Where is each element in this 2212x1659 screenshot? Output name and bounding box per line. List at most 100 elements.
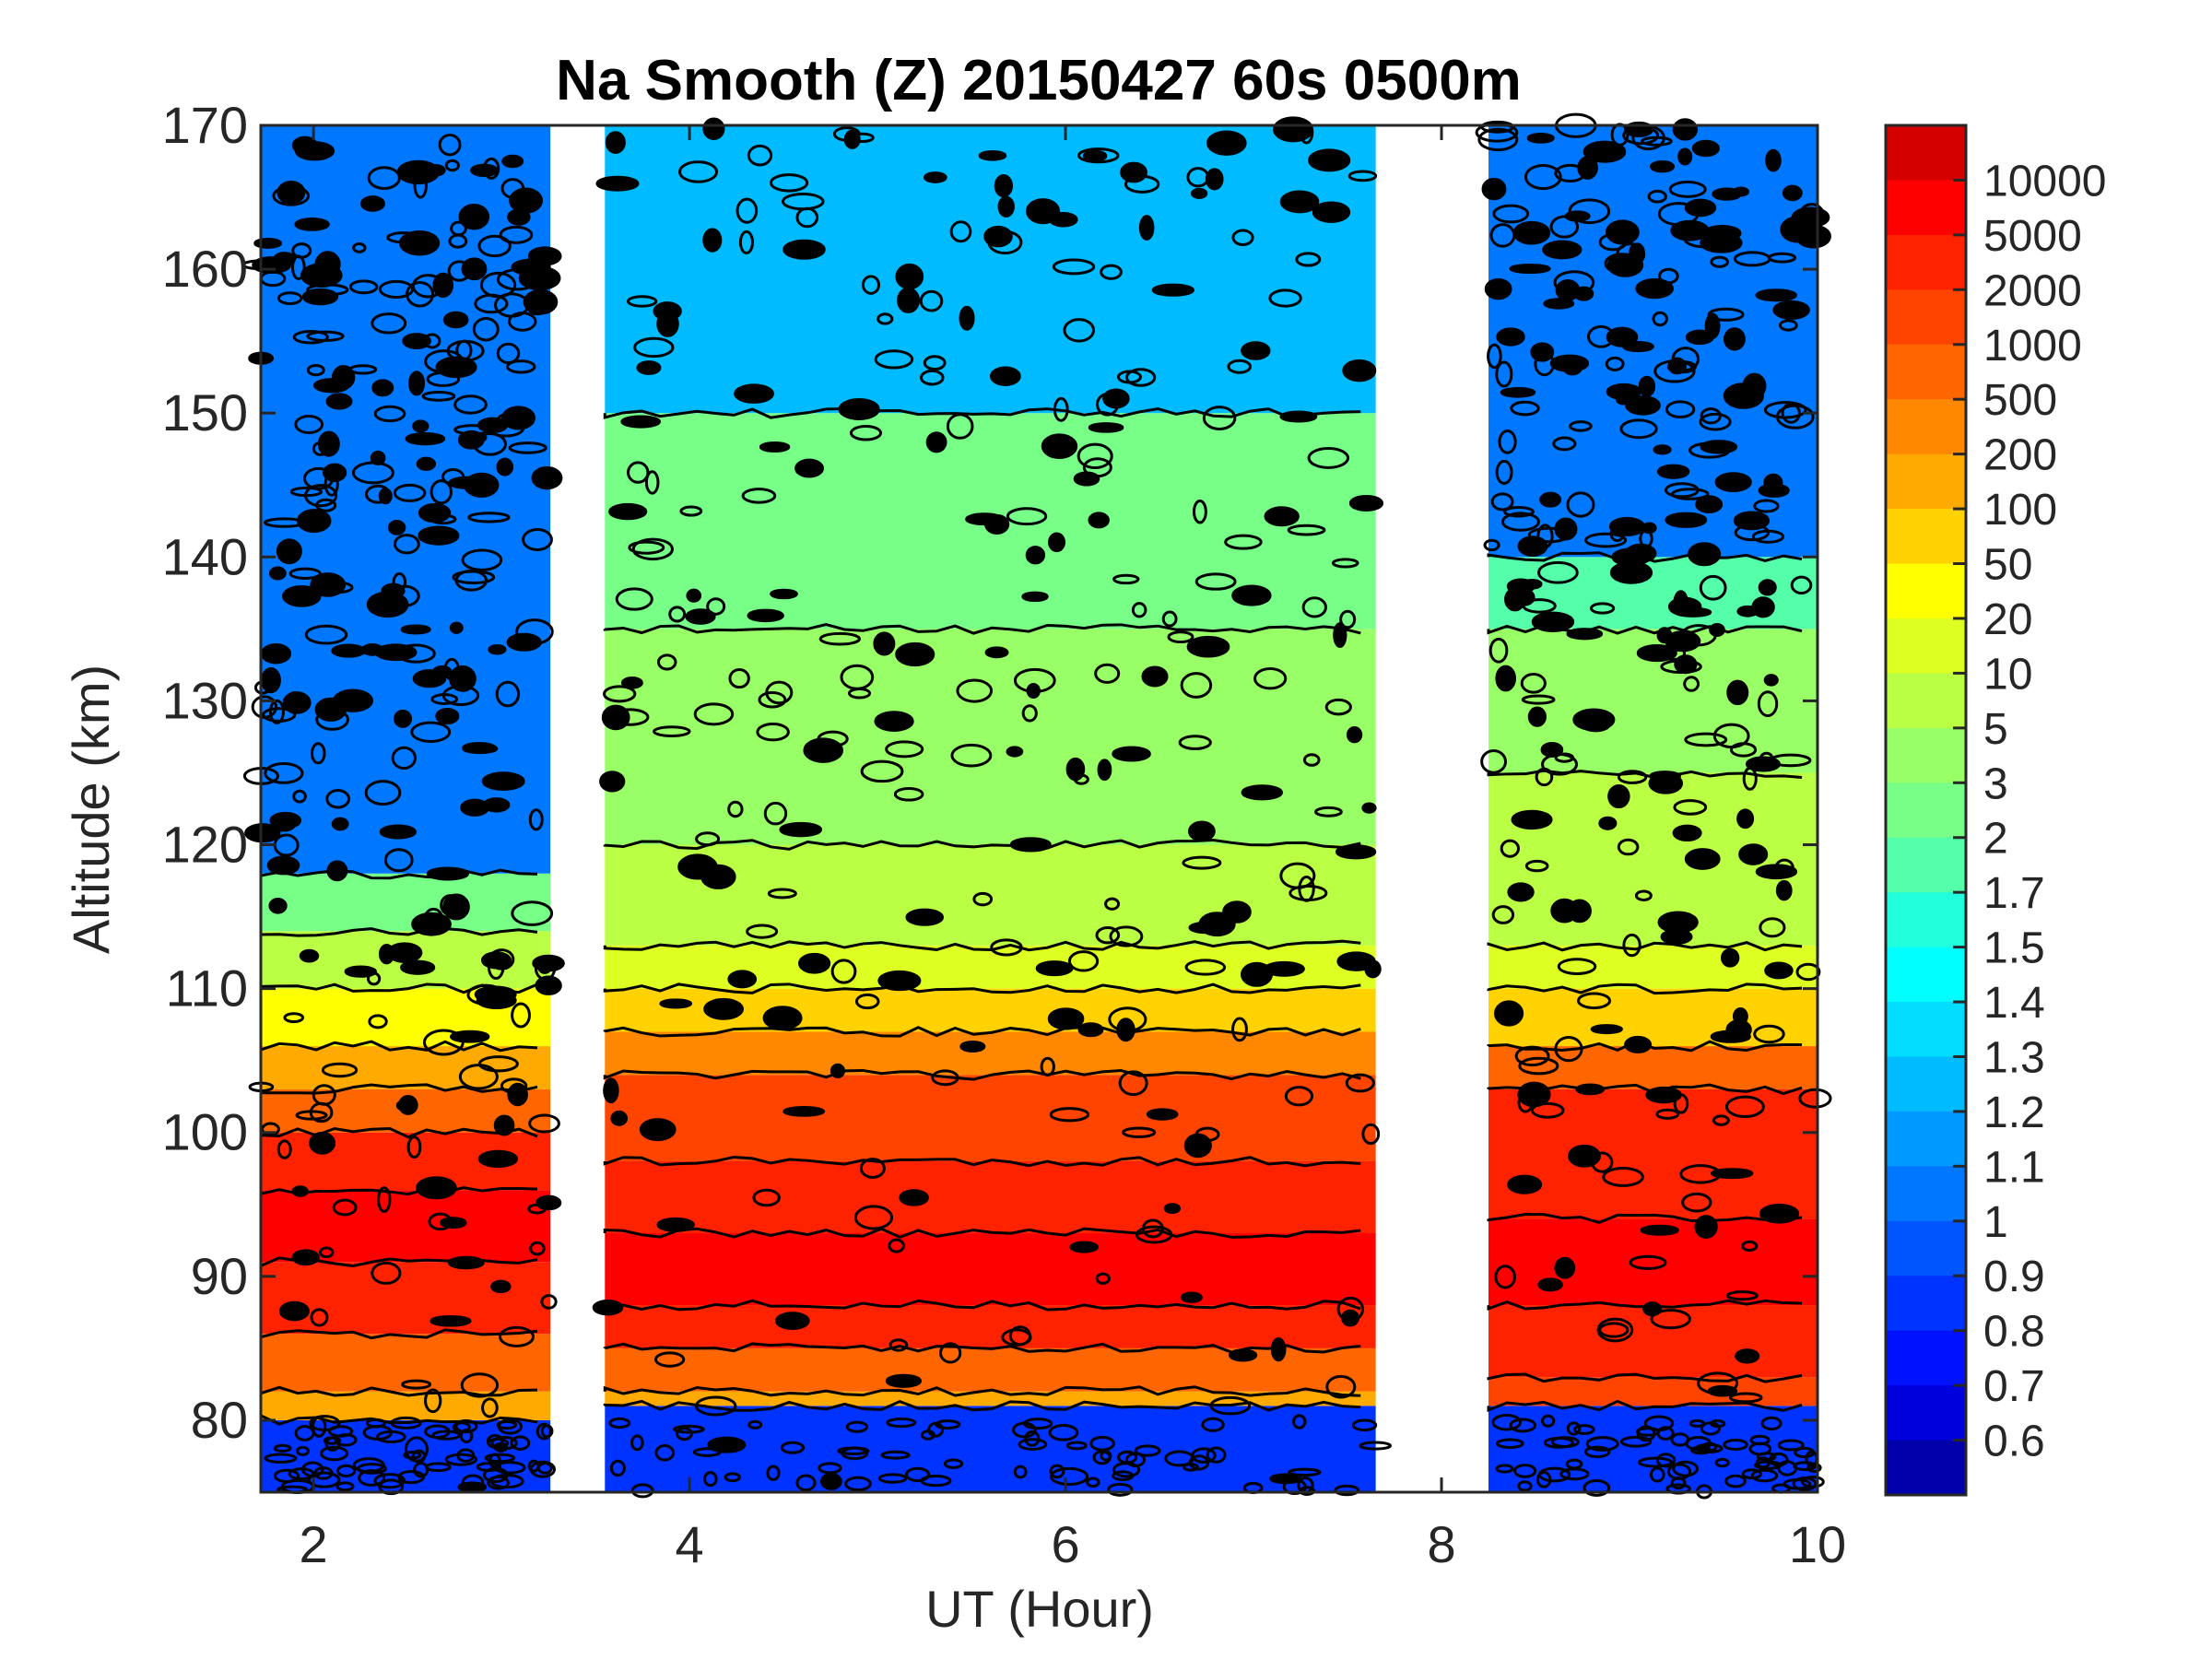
contour-blob: [307, 1471, 341, 1488]
contour-blob: [1347, 170, 1378, 182]
contour-blob: [668, 606, 687, 623]
contour-blob: [331, 817, 349, 831]
colorbar-band: [1886, 782, 1966, 839]
contour-blob: [1009, 837, 1052, 853]
contour-blob: [1325, 1374, 1357, 1399]
contour-blob: [1241, 784, 1283, 801]
contour-band: [605, 1347, 1376, 1392]
contour-blob: [1537, 560, 1579, 584]
colorbar-band: [1886, 837, 1966, 893]
contour-blob: [1514, 1045, 1550, 1067]
contour-blob: [1726, 679, 1749, 706]
contour-blob: [1541, 752, 1579, 776]
contour-line: [259, 927, 538, 937]
contour-blob: [266, 855, 300, 876]
contour-blob: [678, 160, 719, 183]
contour-line: [603, 1227, 1361, 1239]
contour-blob: [1506, 578, 1535, 594]
contour-blob: [1047, 1007, 1085, 1030]
contour-blob: [1104, 897, 1121, 911]
contour-blob: [1025, 198, 1061, 225]
contour-blob: [535, 975, 562, 995]
contour-blob: [1738, 843, 1769, 865]
contour-blob: [1112, 1462, 1141, 1478]
contour-blob: [693, 702, 735, 726]
contour-blob: [1542, 240, 1583, 260]
y-tick-label: 80: [191, 1391, 248, 1449]
contour-blob: [1477, 127, 1519, 152]
contour-blob: [320, 1445, 349, 1462]
contour-blob: [421, 390, 456, 402]
contour-band: [261, 873, 551, 932]
contour-blob: [449, 665, 477, 692]
contour-blob: [1324, 698, 1352, 716]
contour-blob: [1543, 1436, 1574, 1449]
contour-blob: [1077, 147, 1120, 164]
contour-blob: [1109, 925, 1144, 947]
contour-blob: [291, 1249, 320, 1266]
contour-blob: [1608, 516, 1645, 536]
contour-blob: [1688, 441, 1731, 459]
contour-blob: [1790, 575, 1813, 595]
contour-blob: [454, 1418, 478, 1434]
contour-blob: [474, 293, 509, 314]
contour-blob: [442, 893, 470, 921]
contour-blob: [895, 263, 924, 290]
contour-band: [1488, 1046, 1818, 1089]
contour-blob: [1292, 1414, 1307, 1430]
contour-blob: [1510, 400, 1540, 417]
contour-blob: [440, 894, 462, 916]
contour-blob: [321, 1062, 359, 1078]
contour-blob: [1691, 139, 1720, 158]
contour-blob: [1495, 459, 1513, 485]
contour-blob: [1500, 839, 1520, 858]
contour-blob: [1723, 327, 1746, 351]
contour-blob: [1609, 560, 1653, 584]
contour-blob: [1279, 862, 1316, 889]
contour-blob: [291, 1185, 309, 1197]
contour-blob: [335, 1481, 355, 1492]
contour-blob: [752, 1188, 781, 1207]
contour-blob: [1672, 1460, 1700, 1477]
contour-line: [1487, 623, 1803, 635]
contour-blob: [1116, 1018, 1135, 1042]
colorbar-band: [1886, 892, 1966, 948]
contour-blob: [653, 301, 682, 322]
contour-blob: [1517, 1081, 1551, 1108]
contour-blob: [1511, 809, 1553, 830]
contour-blob: [1161, 610, 1178, 628]
contour-blob: [1341, 1309, 1359, 1327]
contour-blob: [685, 608, 716, 625]
contour-blob: [1494, 1000, 1524, 1027]
contour-blob: [395, 1100, 412, 1112]
contour-line: [259, 1040, 538, 1053]
contour-blob: [1650, 1309, 1691, 1330]
contour-blob: [615, 587, 653, 611]
contour-blob: [1263, 960, 1305, 977]
colorbar-tick-label: 10000: [1983, 157, 2106, 206]
contour-blob: [1701, 1441, 1718, 1453]
contour-blob: [845, 1420, 869, 1433]
contour-blob: [972, 891, 994, 907]
contour-blob: [458, 203, 490, 230]
contour-blob: [1284, 1086, 1314, 1107]
contour-blob: [636, 360, 662, 375]
contour-blob: [997, 195, 1015, 218]
contour-blob: [1107, 1482, 1134, 1497]
contour-blob: [1040, 1056, 1055, 1077]
contour-blob: [1702, 224, 1742, 242]
contour-line: [1487, 769, 1803, 779]
contour-blob: [1742, 767, 1758, 791]
contour-blob: [1606, 253, 1644, 277]
contour-blob: [1194, 572, 1237, 591]
contour-blob: [620, 415, 662, 429]
contour-blob: [603, 1077, 619, 1104]
y-tick-label: 170: [162, 96, 248, 154]
x-tick-label: 8: [1427, 1515, 1455, 1573]
contour-blob: [1779, 319, 1798, 332]
contour-blob: [1619, 1435, 1653, 1448]
contour-band: [261, 1262, 551, 1335]
contour-blob: [1553, 270, 1595, 296]
contour-blob: [1335, 844, 1377, 860]
contour-blob: [1063, 318, 1096, 343]
